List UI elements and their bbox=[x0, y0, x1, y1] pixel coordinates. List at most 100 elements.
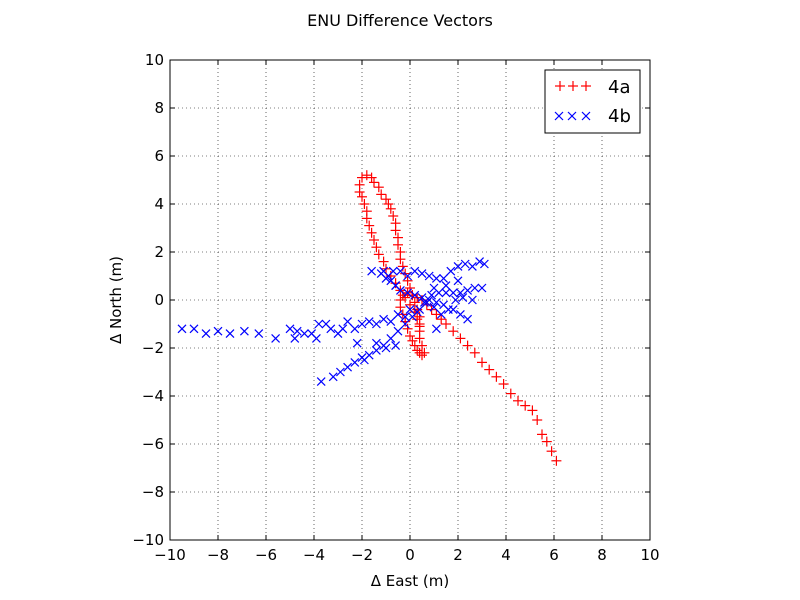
x-tick-label: −10 bbox=[154, 546, 186, 564]
data-point-4a bbox=[409, 297, 420, 308]
data-point-4b bbox=[367, 266, 377, 276]
x-tick-label: −8 bbox=[207, 546, 229, 564]
legend-marker bbox=[581, 81, 591, 91]
data-point-4b bbox=[201, 329, 211, 339]
data-point-4a bbox=[385, 271, 396, 281]
data-point-4b bbox=[405, 305, 415, 315]
data-point-4b bbox=[364, 317, 374, 327]
data-point-4a bbox=[532, 415, 543, 425]
y-tick-label: 6 bbox=[154, 147, 164, 165]
data-point-4b bbox=[453, 261, 463, 271]
data-point-4a bbox=[357, 172, 367, 183]
axes-frame bbox=[169, 59, 651, 541]
y-tick-label: 10 bbox=[145, 51, 164, 69]
legend-marker bbox=[567, 111, 577, 121]
data-point-4b bbox=[386, 317, 396, 327]
legend-marker bbox=[555, 81, 565, 91]
data-point-4b bbox=[407, 312, 417, 322]
tick-labels: −10 −8 −6 −4 −2 0 2 4 6 8 10 −10 −8 −6 −4 −2 0 2 4 6 8 10 bbox=[132, 51, 659, 564]
legend-marker-4a bbox=[555, 81, 591, 91]
data-point-4a bbox=[417, 350, 427, 361]
data-point-4b bbox=[299, 329, 309, 339]
data-point-4a bbox=[383, 199, 394, 209]
y-tick-label: 2 bbox=[154, 243, 164, 261]
x-axis-label: Δ East (m) bbox=[371, 572, 449, 590]
data-point-4a bbox=[373, 249, 384, 260]
series-4a bbox=[354, 170, 562, 466]
data-point-4b bbox=[470, 283, 480, 293]
data-point-4a bbox=[448, 326, 459, 337]
data-point-4a bbox=[412, 304, 423, 315]
data-point-4b bbox=[357, 319, 367, 329]
legend-marker bbox=[568, 81, 578, 91]
data-point-4a bbox=[366, 172, 377, 183]
data-point-4a bbox=[385, 203, 396, 214]
data-point-4b bbox=[393, 309, 403, 319]
data-point-4b bbox=[410, 290, 420, 300]
data-point-4b bbox=[477, 283, 487, 293]
data-point-4b bbox=[419, 297, 429, 307]
data-point-4b bbox=[352, 338, 362, 348]
data-point-4b bbox=[451, 295, 461, 305]
data-point-4a bbox=[537, 429, 547, 440]
data-point-4b bbox=[424, 271, 434, 281]
data-point-4a bbox=[366, 227, 377, 238]
data-point-4a bbox=[407, 290, 418, 301]
data-point-4a bbox=[369, 235, 379, 245]
data-point-4b bbox=[311, 333, 321, 343]
data-point-4b bbox=[431, 273, 441, 283]
data-point-4b bbox=[386, 333, 396, 343]
data-point-4b bbox=[343, 362, 353, 372]
data-point-4a bbox=[441, 319, 451, 329]
data-point-4b bbox=[455, 309, 465, 319]
data-point-4a bbox=[405, 283, 415, 293]
data-point-4a bbox=[419, 347, 430, 358]
data-point-4b bbox=[422, 297, 432, 307]
data-point-4b bbox=[350, 324, 360, 334]
data-point-4a bbox=[498, 379, 509, 389]
y-tick-label: −10 bbox=[132, 531, 164, 549]
data-point-4b bbox=[292, 326, 302, 336]
data-point-4a bbox=[469, 347, 480, 358]
data-point-4a bbox=[462, 340, 473, 351]
data-point-4b bbox=[427, 290, 437, 300]
x-tick-label: 8 bbox=[597, 546, 607, 564]
data-point-4a bbox=[436, 314, 447, 325]
data-point-4a bbox=[395, 302, 406, 313]
data-point-4b bbox=[417, 269, 427, 279]
data-point-4a bbox=[491, 371, 502, 382]
data-point-4a bbox=[390, 278, 401, 289]
data-point-4a bbox=[378, 256, 389, 267]
data-point-4a bbox=[395, 247, 406, 257]
legend-box bbox=[544, 69, 641, 134]
data-point-4b bbox=[467, 261, 477, 271]
data-point-4b bbox=[335, 367, 345, 377]
data-point-4a bbox=[505, 388, 516, 399]
legend-label-4a: 4a bbox=[608, 77, 630, 98]
data-point-4b bbox=[443, 305, 453, 315]
data-point-4a bbox=[381, 194, 391, 205]
data-point-4a bbox=[407, 335, 418, 346]
data-point-4b bbox=[388, 266, 398, 276]
data-point-4a bbox=[359, 199, 370, 209]
data-point-4b bbox=[467, 295, 477, 305]
data-point-4a bbox=[513, 395, 523, 406]
data-point-4a bbox=[477, 357, 487, 368]
y-tick-label: −6 bbox=[142, 435, 164, 453]
data-point-4b bbox=[436, 309, 446, 319]
data-point-4b bbox=[479, 259, 489, 269]
data-point-4a bbox=[414, 321, 425, 332]
y-tick-label: 4 bbox=[154, 195, 164, 213]
data-point-4b bbox=[446, 266, 456, 276]
data-point-4b bbox=[338, 324, 348, 334]
x-tick-label: −2 bbox=[351, 546, 373, 564]
data-point-4b bbox=[343, 317, 353, 327]
x-tick-label: −6 bbox=[255, 546, 277, 564]
data-point-4b bbox=[359, 355, 369, 365]
data-point-4b bbox=[431, 324, 441, 334]
data-point-4b bbox=[463, 285, 473, 295]
data-point-4b bbox=[439, 273, 449, 283]
data-point-4b bbox=[441, 281, 451, 291]
data-point-4a bbox=[541, 436, 552, 447]
